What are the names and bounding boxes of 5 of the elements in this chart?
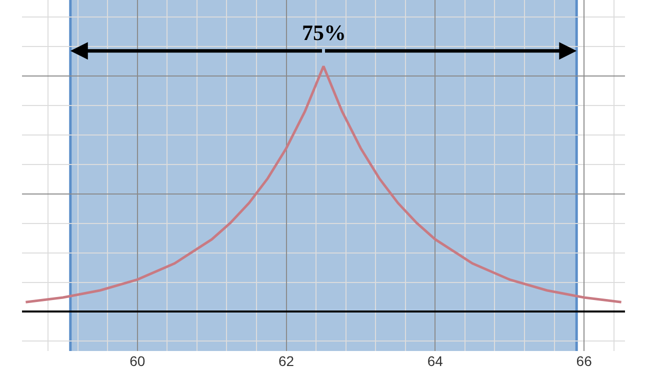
- x-tick-label: 62: [278, 353, 294, 369]
- x-tick-label: 66: [576, 353, 592, 369]
- x-tick-label: 64: [427, 353, 444, 369]
- x-tick-label: 60: [130, 353, 146, 369]
- band-label: 75%: [302, 20, 346, 45]
